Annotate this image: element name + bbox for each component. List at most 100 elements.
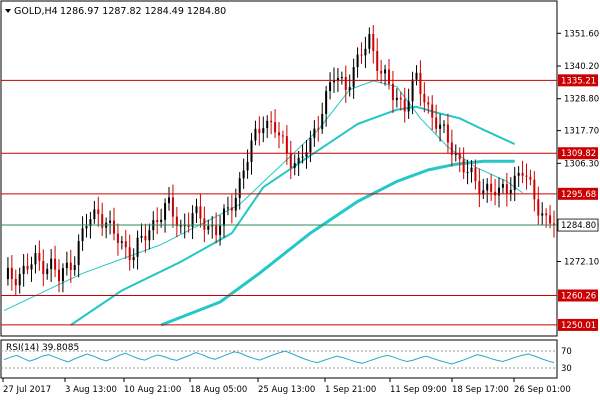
candle-body [144, 235, 147, 241]
level-price-tag [558, 147, 598, 160]
candle-body [399, 97, 402, 100]
candle-body [73, 265, 76, 271]
candle-body [246, 161, 249, 171]
candle-body [230, 207, 233, 211]
candle-body [458, 153, 461, 160]
candle-body [42, 260, 45, 275]
level-price-tag [558, 289, 598, 302]
candle-body [443, 124, 445, 126]
candle-body [274, 122, 277, 133]
candle-body [10, 267, 13, 279]
candle-body [297, 157, 300, 164]
moving-averages [3, 80, 523, 327]
candle-body [549, 215, 552, 224]
candle-body [313, 128, 316, 138]
candle-body [242, 170, 245, 179]
candle-body [89, 219, 92, 227]
candle-body [187, 225, 190, 227]
candle-body [61, 268, 64, 282]
price-tick-label: 1306.30 [564, 159, 599, 169]
candle-body [482, 190, 485, 195]
candle-body [281, 135, 284, 137]
price-axis: 1351.60 1340.20 1328.80 1317.70 1306.30 1284.… [557, 29, 599, 268]
rsi-label: RSI(14) 39.8085 [6, 343, 79, 353]
candle-body [388, 69, 390, 84]
candle-body [509, 189, 512, 194]
candle-body [77, 241, 80, 266]
candle-body [211, 225, 214, 227]
price-tick-label: 1272.10 [564, 258, 599, 268]
candle-body [270, 120, 273, 123]
candle-body [368, 34, 371, 49]
candle-body [26, 265, 29, 270]
candle-body [22, 265, 25, 274]
candle-body [258, 128, 261, 134]
candle-body [478, 181, 481, 195]
candle-body [93, 209, 96, 220]
candle-body [525, 175, 528, 177]
price-pane-frame [0, 0, 558, 337]
candle-body [325, 90, 328, 114]
candle-body [18, 273, 21, 286]
price-tick-label: 1317.70 [564, 127, 599, 137]
candle-body [293, 163, 296, 168]
candle-body [120, 241, 123, 243]
candle-body [340, 76, 343, 79]
candle-body [537, 199, 540, 216]
candle-body [446, 124, 449, 143]
candle-body [407, 101, 410, 112]
candle-body [285, 136, 288, 154]
rsi-pane[interactable]: RSI(14) 39.8085 70 30 [0, 339, 572, 379]
candle-body [226, 207, 229, 209]
candle-body [85, 226, 88, 229]
candle-body [391, 83, 394, 101]
candle-body [380, 71, 383, 74]
price-pane[interactable]: 1335.21 1309.82 1295.68 1260.26 1250.01 [0, 0, 598, 337]
candle-body [136, 237, 139, 257]
candle-body [262, 128, 265, 134]
candle-body [352, 67, 355, 88]
level-price-label: 1260.26 [561, 291, 596, 301]
candle-body [191, 213, 194, 227]
price-tick-label: 1328.80 [564, 95, 599, 105]
ohlc-values: 1286.97 1287.82 1284.49 1284.80 [60, 6, 226, 17]
rsi-tick-70: 70 [561, 347, 572, 357]
candle-body [517, 172, 520, 176]
time-axis: 27 Jul 2017 3 Aug 13:00 10 Aug 21:00 18 Aug… [2, 378, 571, 395]
candle-body [435, 117, 438, 129]
candle-body [148, 230, 151, 241]
candle-body [545, 213, 548, 216]
candle-body [50, 258, 53, 270]
candle-body [533, 179, 536, 200]
candle-body [301, 156, 304, 158]
time-tick-label: 26 Sep 01:00 [514, 385, 571, 395]
candle-body [113, 220, 115, 234]
candle-body [34, 253, 37, 265]
level-price-label: 1250.01 [561, 321, 596, 331]
price-tick-label: 1351.60 [564, 29, 599, 39]
current-price-label: 1284.80 [561, 221, 596, 231]
candle-body [38, 253, 41, 261]
candle-body [419, 72, 422, 94]
candle-body [156, 220, 159, 223]
candle-body [54, 258, 57, 270]
horizontal-levels[interactable]: 1335.21 1309.82 1295.68 1260.26 1250.01 [1, 74, 598, 331]
candle-body [160, 219, 163, 223]
candlesticks [6, 25, 555, 296]
candle-body [474, 167, 477, 182]
candle-body [164, 203, 167, 220]
candle-body [6, 267, 9, 280]
candle-body [411, 79, 414, 102]
candle-body [171, 197, 174, 217]
candle-body [81, 228, 84, 242]
rsi-line [3, 350, 555, 365]
candle-body [266, 120, 269, 129]
candle-body [521, 172, 524, 176]
candle-body [321, 113, 324, 130]
candle-body [403, 99, 406, 112]
level-price-tag [558, 187, 598, 200]
symbol-menu-arrow-icon[interactable] [5, 9, 11, 13]
candle-body [195, 206, 198, 214]
